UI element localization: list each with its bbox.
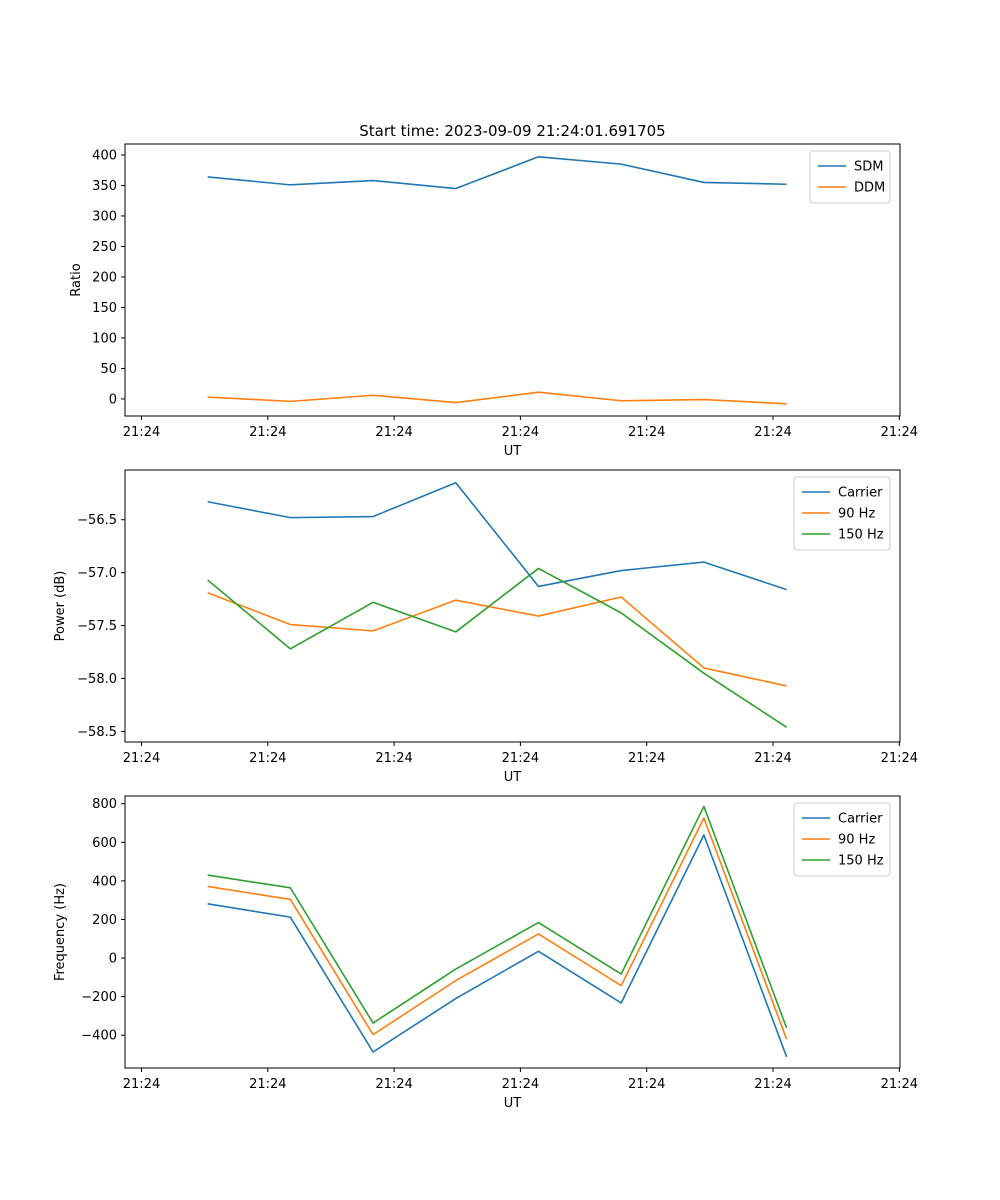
x-tick-label: 21:24 [502, 751, 539, 766]
legend-label: 150 Hz [838, 528, 884, 543]
figure-title: Start time: 2023-09-09 21:24:01.691705 [359, 122, 665, 140]
x-axis-label: UT [504, 444, 522, 459]
legend-box [809, 150, 891, 204]
legend-label: SDM [854, 160, 883, 175]
x-tick-label: 21:24 [249, 751, 286, 766]
y-tick-label: 400 [92, 874, 117, 889]
y-tick-label: 200 [92, 913, 117, 928]
y-tick-label: 250 [92, 240, 117, 255]
series-line-90-hz [207, 592, 787, 687]
legend-label: 90 Hz [838, 507, 875, 522]
chart-1: 0 50 100 150 200 250 300 350 400 21:24 21:24 21:24 2… [69, 143, 918, 459]
series-line-ddm [207, 391, 787, 405]
chart-2: −58.5 −58.0 −57.5 −57.0 −56.5 21:24 21:24 21:24… [53, 469, 918, 785]
x-tick-label: 21:24 [123, 425, 160, 440]
legend-box [793, 476, 891, 551]
chart-3: −400 −200 0 200 400 600 800 21:24 21:24 21:24 21:2… [53, 795, 918, 1111]
x-tick-label: 21:24 [249, 1077, 286, 1092]
y-axis-label: Power (dB) [53, 571, 68, 642]
y-axis-label: Ratio [69, 263, 84, 296]
legend-label: 90 Hz [838, 833, 875, 848]
legend-label: 150 Hz [838, 854, 884, 869]
y-tick-label: 200 [92, 270, 117, 285]
x-tick-label: 21:24 [628, 1077, 665, 1092]
x-tick-label: 21:24 [502, 1077, 539, 1092]
legend-label: Carrier [838, 812, 883, 827]
x-tick-label: 21:24 [628, 425, 665, 440]
legend-box [793, 802, 891, 877]
x-tick-label: 21:24 [502, 425, 539, 440]
y-tick-label: −58.0 [77, 672, 117, 687]
axes-frame [124, 795, 901, 1069]
y-tick-label: 800 [92, 797, 117, 812]
legend: Carrier 90 Hz 150 Hz [793, 476, 891, 551]
x-tick-label: 21:24 [881, 751, 918, 766]
legend-label: Carrier [838, 486, 883, 501]
x-axis-label: UT [504, 1096, 522, 1111]
y-tick-label: 350 [92, 179, 117, 194]
x-tick-label: 21:24 [881, 425, 918, 440]
legend-label: DDM [854, 181, 885, 196]
x-axis-label: UT [504, 770, 522, 785]
y-axis-label: Frequency (Hz) [53, 883, 68, 981]
series-line-90-hz [207, 817, 788, 1040]
y-tick-label: −400 [81, 1029, 117, 1044]
series-line-150-hz [207, 805, 788, 1029]
axes-frame [124, 469, 901, 743]
x-tick-label: 21:24 [123, 751, 160, 766]
y-tick-label: 300 [92, 209, 117, 224]
y-tick-label: −58.5 [77, 725, 117, 740]
series-line-sdm [207, 156, 787, 190]
axes-frame [124, 143, 901, 417]
x-tick-label: 21:24 [375, 425, 412, 440]
series-line-carrier [207, 481, 787, 591]
legend: SDM DDM [809, 150, 891, 204]
y-tick-label: −56.5 [77, 513, 117, 528]
y-tick-label: 0 [109, 952, 117, 967]
y-tick-label: 0 [109, 392, 117, 407]
series-line-150-hz [207, 567, 787, 728]
legend: Carrier 90 Hz 150 Hz [793, 802, 891, 877]
x-tick-label: 21:24 [754, 1077, 791, 1092]
y-tick-label: 150 [92, 301, 117, 316]
y-tick-label: 400 [92, 148, 117, 163]
y-tick-label: 600 [92, 836, 117, 851]
series-line-carrier [207, 834, 788, 1058]
x-tick-label: 21:24 [249, 425, 286, 440]
y-tick-label: −57.0 [77, 566, 117, 581]
y-tick-label: −57.5 [77, 619, 117, 634]
x-tick-label: 21:24 [375, 751, 412, 766]
y-tick-label: −200 [81, 990, 117, 1005]
x-tick-label: 21:24 [754, 751, 791, 766]
y-tick-label: 100 [92, 331, 117, 346]
x-tick-label: 21:24 [881, 1077, 918, 1092]
x-tick-label: 21:24 [754, 425, 791, 440]
x-tick-label: 21:24 [375, 1077, 412, 1092]
x-tick-label: 21:24 [123, 1077, 160, 1092]
x-tick-label: 21:24 [628, 751, 665, 766]
y-tick-label: 50 [100, 362, 117, 377]
